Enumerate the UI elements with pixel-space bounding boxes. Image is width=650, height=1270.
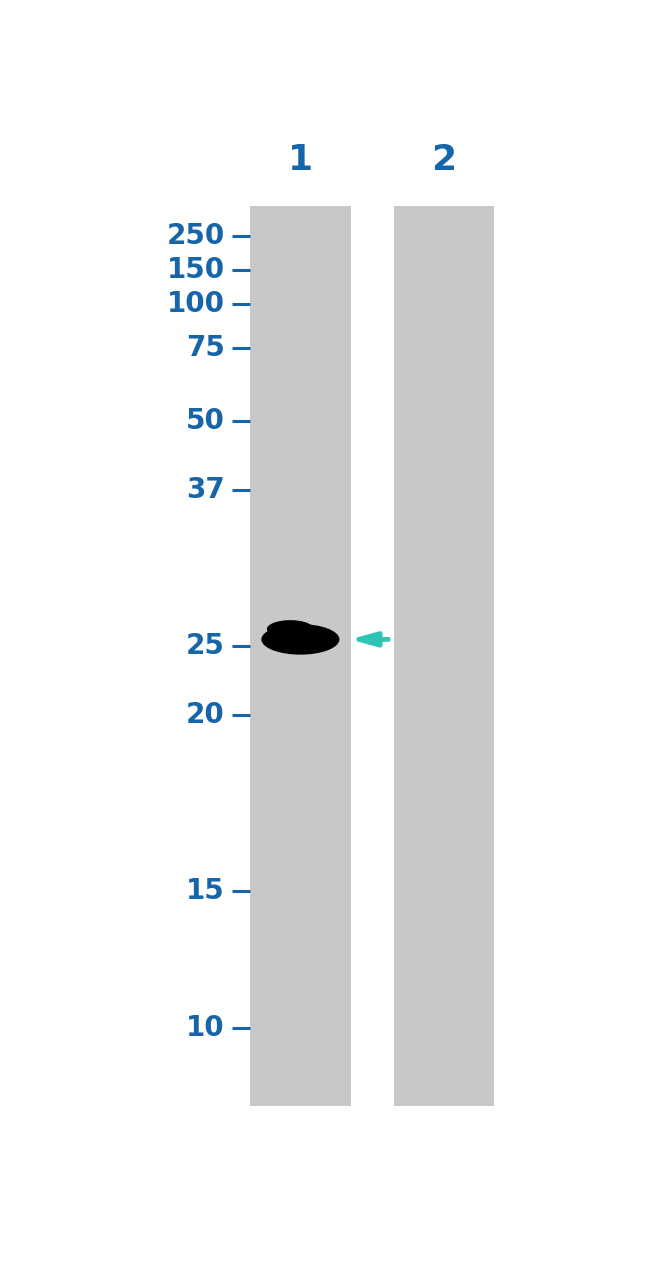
Text: 25: 25 [186,632,225,660]
Text: 37: 37 [186,476,225,504]
Ellipse shape [261,624,339,654]
Text: 20: 20 [186,701,225,729]
Text: 150: 150 [166,255,225,283]
Text: 100: 100 [167,290,225,318]
Bar [393,206,494,1106]
Text: 2: 2 [432,142,456,177]
Bar [250,206,351,1106]
Text: 75: 75 [186,334,225,362]
Text: 10: 10 [186,1013,225,1041]
Ellipse shape [267,620,314,638]
Text: 250: 250 [166,221,225,249]
Text: 15: 15 [186,876,225,904]
Text: 50: 50 [186,408,225,436]
Text: 1: 1 [288,142,313,177]
